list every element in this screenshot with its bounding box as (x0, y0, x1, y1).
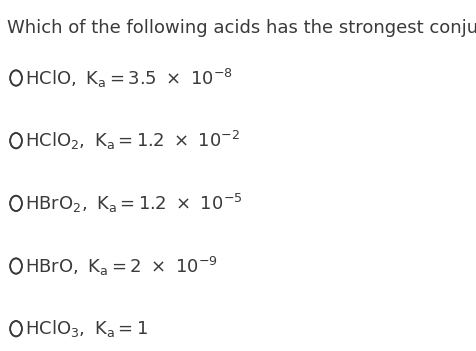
Text: $\mathregular{HClO_3,\ K_a= 1}$: $\mathregular{HClO_3,\ K_a= 1}$ (25, 318, 148, 339)
Text: $\mathregular{HBrO_2,\ K_a= 1.2\ \times\ 10^{-5}}$: $\mathregular{HBrO_2,\ K_a= 1.2\ \times\… (25, 192, 242, 215)
Text: $\mathregular{HClO_2,\ K_a= 1.2\ \times\ 10^{-2}}$: $\mathregular{HClO_2,\ K_a= 1.2\ \times\… (25, 129, 240, 152)
Text: Which of the following acids has the strongest conjugate base?: Which of the following acids has the str… (7, 19, 476, 37)
Text: $\mathregular{HBrO,\ K_a= 2\ \times\ 10^{-9}}$: $\mathregular{HBrO,\ K_a= 2\ \times\ 10^… (25, 254, 218, 278)
Text: $\mathregular{HClO,\ K_a= 3.5\ \times\ 10^{-8}}$: $\mathregular{HClO,\ K_a= 3.5\ \times\ 1… (25, 66, 233, 90)
